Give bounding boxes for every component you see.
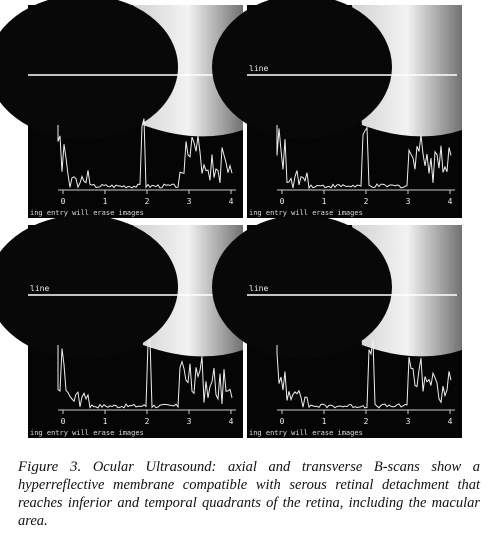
figure: 0 1 2 3 4 ing entry will erase images line 0 1 2 3… bbox=[0, 0, 462, 438]
ultrasound-panel: line 0 1 2 3 4 ing entry will erase images bbox=[0, 215, 243, 438]
a-scan-trace bbox=[276, 125, 452, 190]
panel-footer: ing entry will erase images bbox=[30, 429, 144, 437]
caption-label: Figure 3. bbox=[18, 459, 82, 475]
tick-label: 2 bbox=[364, 197, 369, 206]
tick-label: 1 bbox=[103, 417, 108, 426]
tick-label: 0 bbox=[280, 197, 285, 206]
tick-label: 4 bbox=[229, 197, 234, 206]
tick-label: 2 bbox=[364, 417, 369, 426]
ultrasound-panel: line 0 1 2 3 4 ing entry will erase images bbox=[212, 0, 462, 218]
a-scan-trace bbox=[57, 337, 233, 409]
panel-footer: ing entry will erase images bbox=[249, 209, 363, 217]
panel-footer: ing entry will erase images bbox=[249, 429, 363, 437]
tick-label: 3 bbox=[406, 197, 411, 206]
tick-label: 2 bbox=[145, 197, 150, 206]
tick-label: 4 bbox=[448, 417, 453, 426]
line-label: line bbox=[249, 284, 268, 293]
globe-shadow bbox=[0, 215, 178, 359]
tick-label: 0 bbox=[280, 417, 285, 426]
line-label: line bbox=[249, 64, 268, 73]
tick-label: 4 bbox=[448, 197, 453, 206]
tick-label: 3 bbox=[406, 417, 411, 426]
panel-footer: ing entry will erase images bbox=[30, 209, 144, 217]
tick-label: 4 bbox=[229, 417, 234, 426]
a-scan-trace bbox=[276, 340, 452, 409]
tick-label: 1 bbox=[322, 197, 327, 206]
tick-label: 1 bbox=[322, 417, 327, 426]
line-label: line bbox=[30, 284, 49, 293]
ultrasound-panel: line 0 1 2 3 4 ing entry will erase images bbox=[212, 215, 462, 438]
globe-shadow bbox=[0, 0, 178, 139]
globe-shadow bbox=[212, 0, 392, 139]
caption: Figure 3. Ocular Ultrasound: axial and t… bbox=[18, 458, 480, 530]
tick-label: 3 bbox=[187, 197, 192, 206]
globe-shadow bbox=[212, 215, 392, 359]
tick-label: 1 bbox=[103, 197, 108, 206]
tick-label: 2 bbox=[145, 417, 150, 426]
tick-label: 3 bbox=[187, 417, 192, 426]
ultrasound-panel: 0 1 2 3 4 ing entry will erase images bbox=[0, 0, 243, 218]
a-scan-trace bbox=[57, 118, 233, 189]
caption-text: Ocular Ultrasound: axial and transverse … bbox=[18, 459, 481, 529]
tick-label: 0 bbox=[61, 417, 66, 426]
tick-label: 0 bbox=[61, 197, 66, 206]
